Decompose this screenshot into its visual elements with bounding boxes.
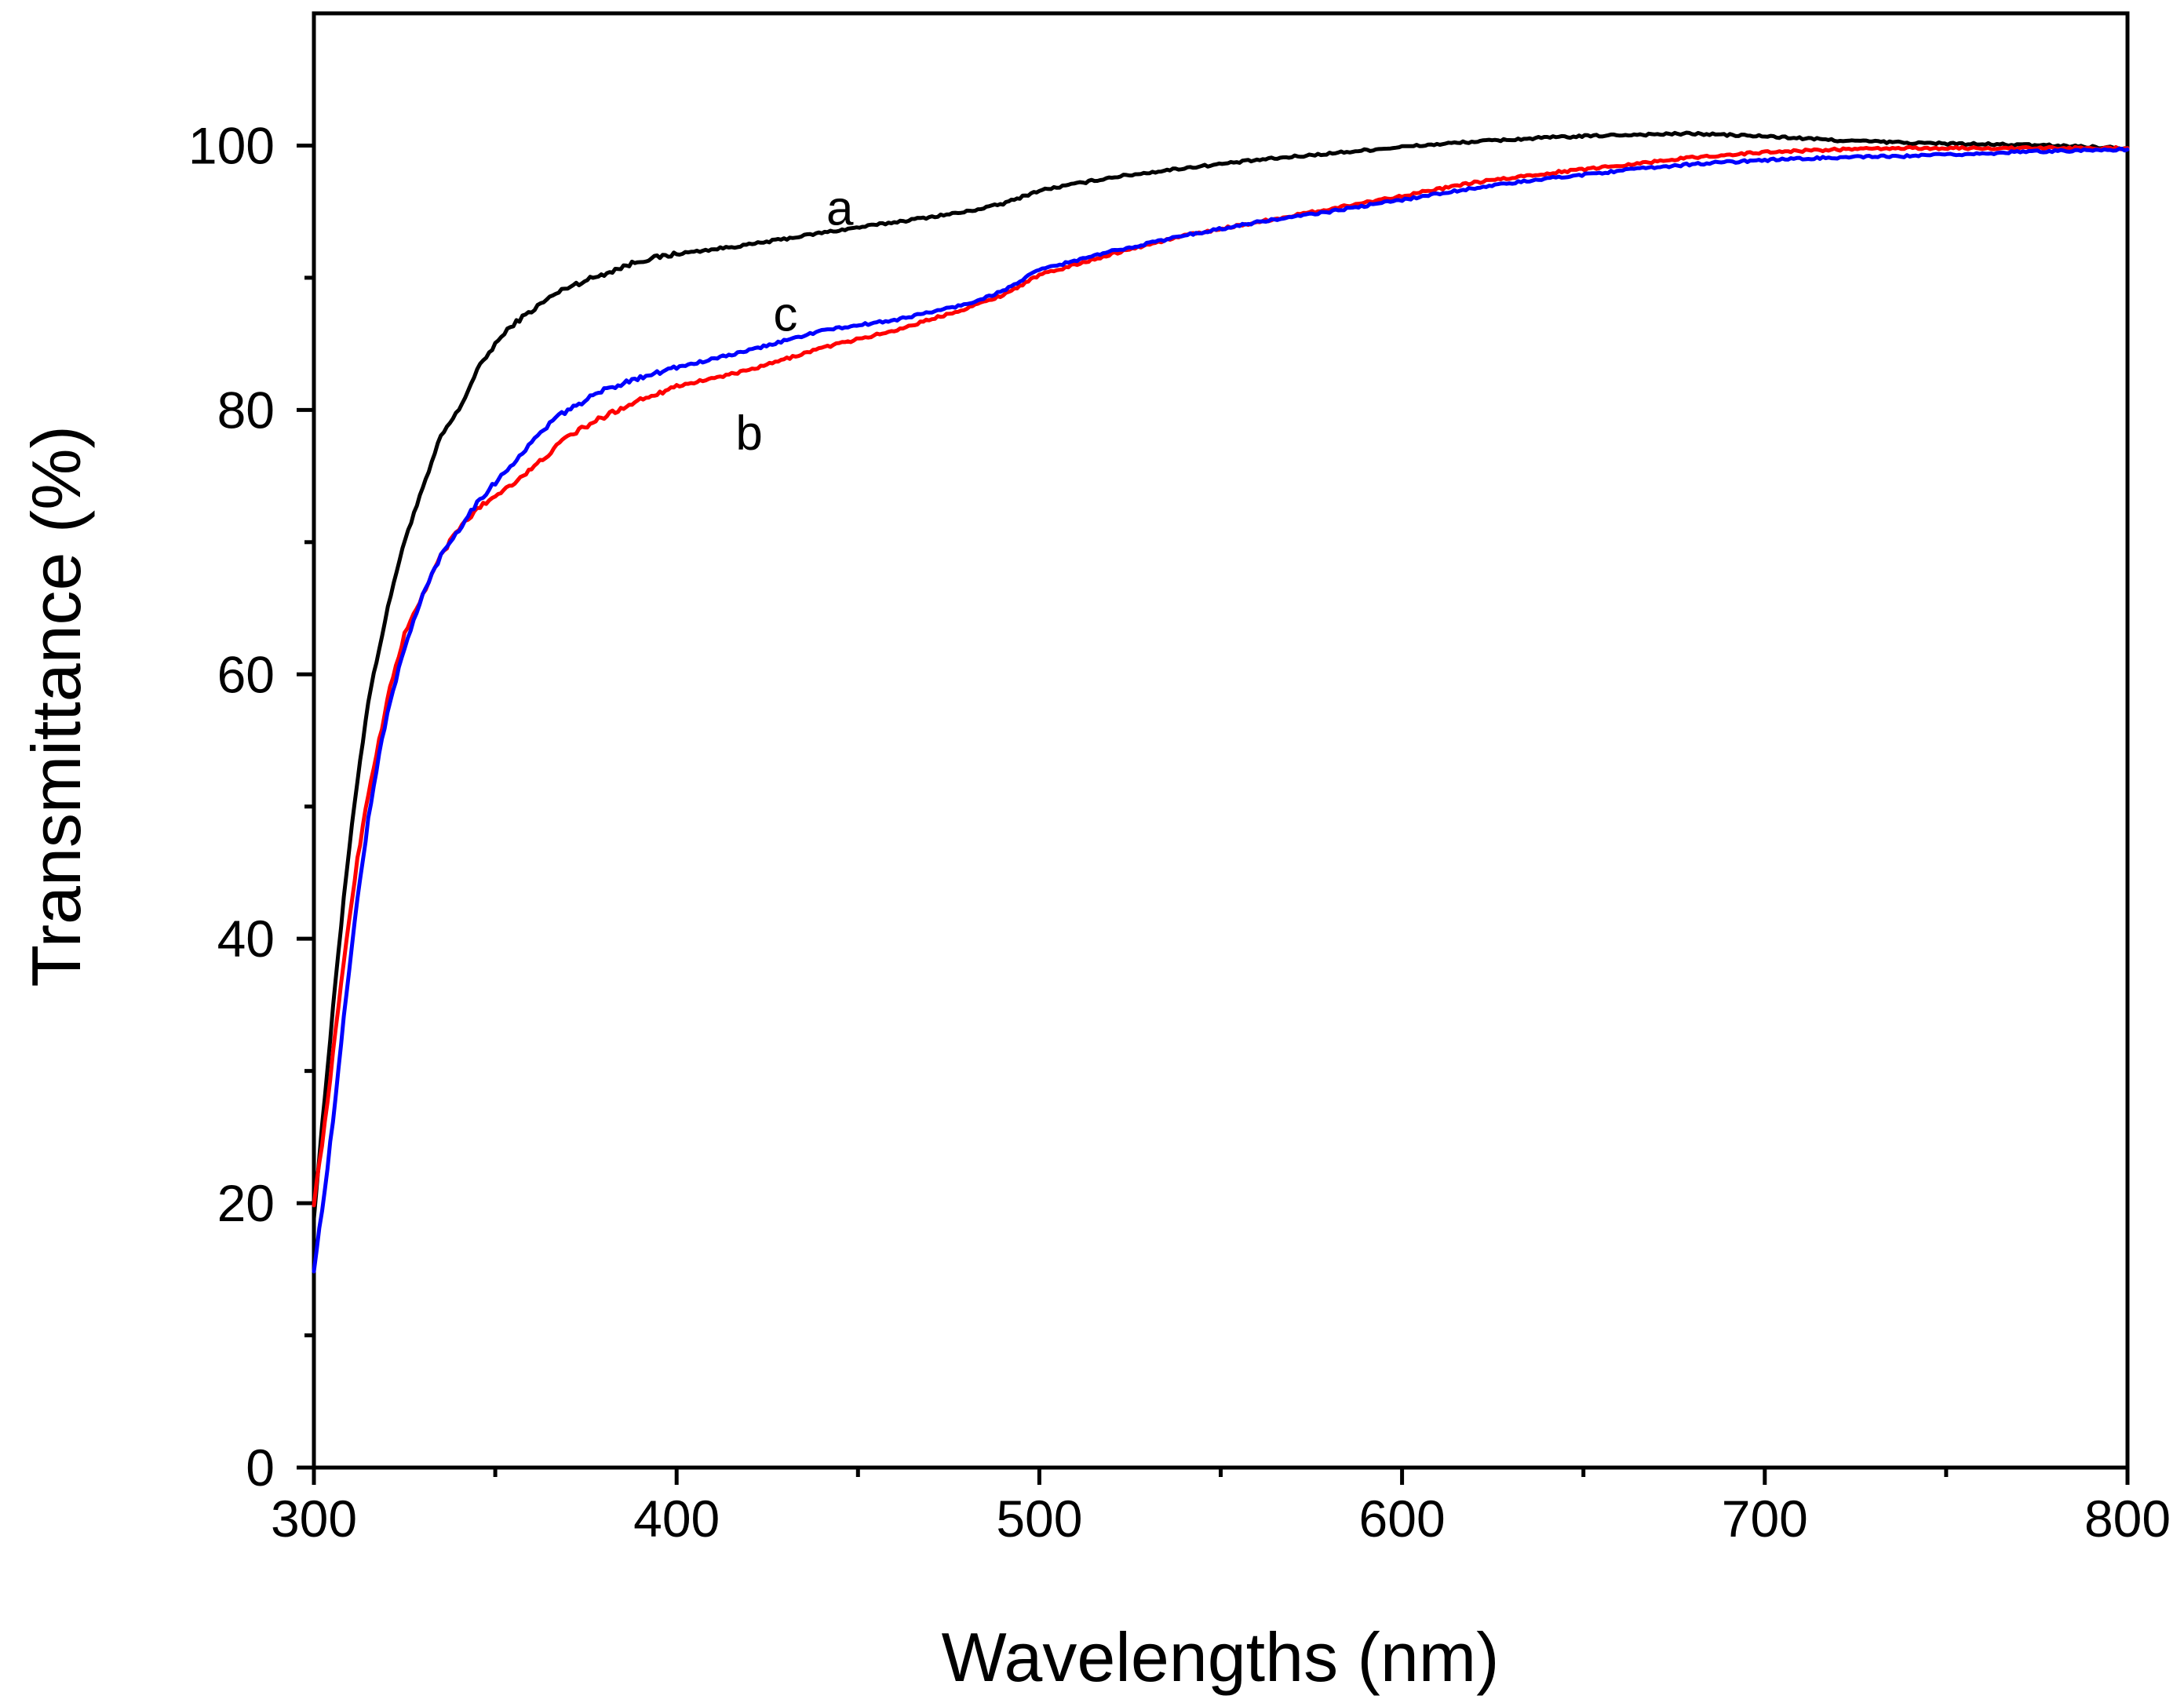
y-axis-title: Transmittance (%)	[17, 425, 95, 987]
y-tick-label: 80	[217, 381, 275, 439]
series-label-b: b	[735, 407, 762, 461]
x-tick-label: 300	[271, 1490, 357, 1548]
x-tick-label: 400	[633, 1490, 720, 1548]
x-tick-label: 800	[2084, 1490, 2171, 1548]
series-line-a	[312, 130, 2130, 1221]
series-label-a: a	[826, 182, 854, 236]
axis-ticks: 300 400 500 600 700 800 0 20 40 60 80 100	[188, 116, 2171, 1548]
series-label-c: c	[773, 287, 797, 341]
y-tick-label: 60	[217, 645, 275, 703]
series-labels: a b c	[735, 182, 854, 461]
series-line-c	[312, 147, 2130, 1274]
x-tick-label: 700	[1722, 1490, 1808, 1548]
y-tick-label: 0	[246, 1439, 275, 1497]
y-tick-label: 20	[217, 1174, 275, 1232]
x-axis-title: Wavelengths (nm)	[942, 1618, 1500, 1696]
y-tick-label: 100	[188, 116, 275, 174]
y-tick-label: 40	[217, 910, 275, 968]
x-tick-label: 500	[996, 1490, 1082, 1548]
series-lines	[312, 130, 2130, 1274]
x-tick-label: 600	[1359, 1490, 1446, 1548]
